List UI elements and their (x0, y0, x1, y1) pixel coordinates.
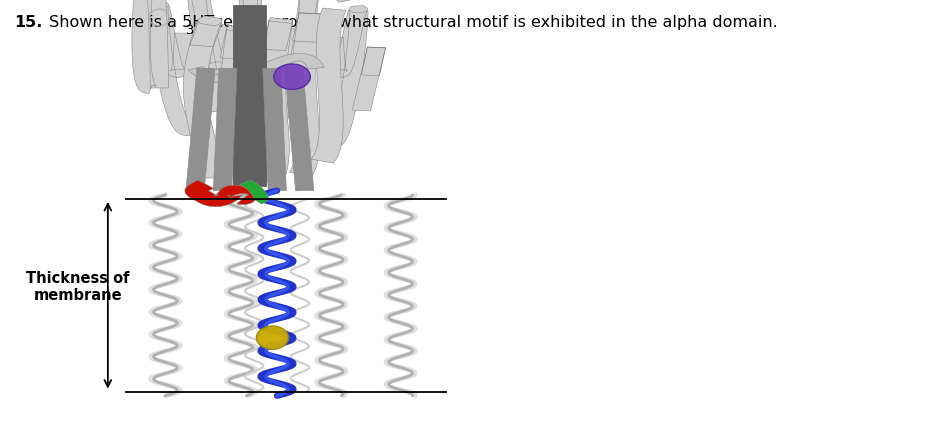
Polygon shape (233, 5, 266, 187)
Polygon shape (183, 16, 222, 178)
Polygon shape (262, 68, 286, 191)
Text: Shown here is a 5HT: Shown here is a 5HT (44, 15, 214, 30)
Polygon shape (326, 5, 368, 148)
Polygon shape (284, 0, 319, 121)
Polygon shape (312, 8, 346, 163)
Ellipse shape (273, 64, 311, 89)
Polygon shape (289, 13, 323, 175)
Ellipse shape (257, 326, 288, 349)
Polygon shape (219, 26, 253, 187)
Polygon shape (237, 0, 265, 102)
Polygon shape (188, 54, 325, 83)
Polygon shape (150, 1, 193, 136)
Text: Thickness of
membrane: Thickness of membrane (26, 271, 129, 303)
Polygon shape (297, 0, 354, 2)
Polygon shape (213, 68, 237, 191)
Polygon shape (352, 47, 386, 111)
Polygon shape (132, 0, 168, 94)
Polygon shape (185, 180, 255, 207)
Text: receptor protein, what structural motif is exhibited in the alpha domain.: receptor protein, what structural motif … (193, 15, 777, 30)
Text: 3: 3 (186, 24, 195, 37)
Polygon shape (240, 180, 268, 204)
Text: 15.: 15. (14, 15, 42, 30)
Polygon shape (186, 0, 230, 112)
Polygon shape (285, 68, 313, 191)
Polygon shape (186, 68, 215, 191)
Polygon shape (259, 18, 293, 183)
